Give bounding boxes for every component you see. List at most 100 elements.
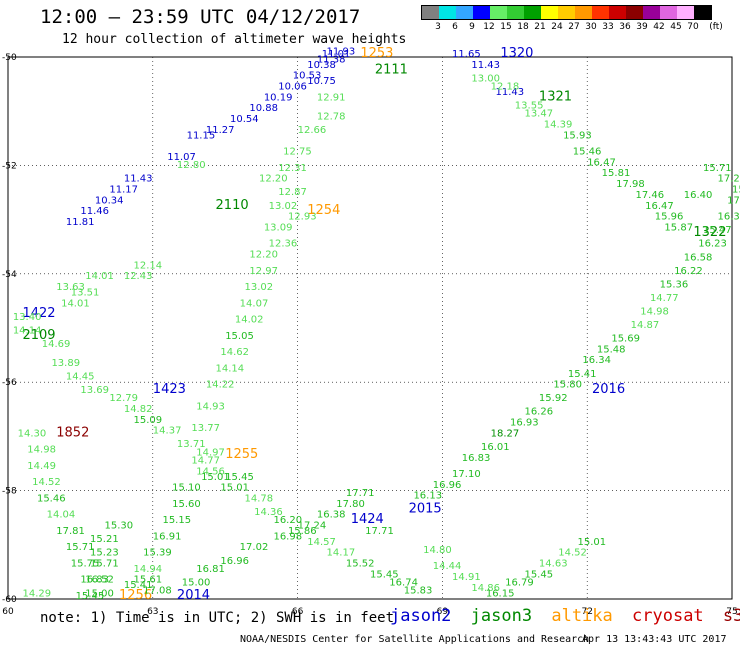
swh-value-label: 16.91 xyxy=(153,531,182,542)
swh-value-label: 14.77 xyxy=(650,293,679,304)
swh-value-label: 15.71 xyxy=(90,558,119,569)
swh-value-label: 12.93 xyxy=(288,212,317,223)
swh-value-label: 13.63 xyxy=(56,282,85,293)
swh-value-label: 10.75 xyxy=(307,76,336,87)
color-scale-label: 70 xyxy=(687,22,699,32)
swh-value-label: 16.34 xyxy=(582,355,611,366)
swh-value-label: 10.34 xyxy=(95,195,124,206)
swh-value-label: 15.71 xyxy=(66,542,95,553)
swh-value-label: 15.41 xyxy=(568,369,597,380)
swh-value-label: 15.41 xyxy=(124,580,153,591)
swh-value-label: 15.45 xyxy=(524,569,553,580)
swh-value-label: 12.87 xyxy=(278,187,307,198)
swh-value-label: 11.65 xyxy=(452,49,481,60)
swh-value-label: 15.36 xyxy=(660,279,689,290)
swh-value-label: 16.58 xyxy=(684,252,713,263)
swh-value-label: 11.93 xyxy=(327,46,356,57)
color-scale-label: 24 xyxy=(551,22,563,32)
pass-time-label: 1320 xyxy=(500,46,533,61)
swh-value-label: 14.45 xyxy=(66,371,95,382)
pass-time-label: 1253 xyxy=(360,46,393,61)
swh-value-label: 15.61 xyxy=(133,575,162,586)
swh-value-label: 15.01 xyxy=(578,537,607,548)
pass-time-label: 1255 xyxy=(225,447,258,462)
swh-value-label: 15.45 xyxy=(76,591,105,602)
color-swatch xyxy=(473,6,490,19)
swh-value-label: 17.98 xyxy=(616,179,645,190)
swh-value-label: 15.46 xyxy=(37,493,66,504)
swh-value-label: 15.15 xyxy=(162,515,191,526)
swh-value-label: 17.08 xyxy=(143,586,172,597)
sat-altika-label: altika xyxy=(551,606,613,626)
swh-value-label: 12.78 xyxy=(317,111,346,122)
swh-value-label: 13.55 xyxy=(515,100,544,111)
swh-value-label: 15.81 xyxy=(602,168,631,179)
color-scale-label: 36 xyxy=(619,22,631,32)
color-scale-label: 6 xyxy=(452,22,458,32)
swh-value-label: 18.27 xyxy=(491,428,520,439)
pass-time-label: 1423 xyxy=(153,382,186,397)
swh-value-label: 14.77 xyxy=(191,456,220,467)
color-scale-label: 21 xyxy=(534,22,546,32)
swh-value-label: 10.38 xyxy=(307,60,336,71)
swh-value-label: 16.38 xyxy=(317,510,346,521)
swh-value-label: 12.66 xyxy=(298,125,327,136)
swh-value-label: 12.80 xyxy=(177,160,206,171)
credit-timestamp: Apr 13 13:43:43 UTC 2017 xyxy=(582,634,727,645)
color-swatch xyxy=(660,6,677,19)
sat-jason3-label: jason3 xyxy=(470,606,533,626)
swh-value-label: 16.26 xyxy=(524,407,553,418)
y-tick-label: -54 xyxy=(2,270,17,280)
swh-value-label: 15.00 xyxy=(85,588,114,599)
swh-value-label: 11.46 xyxy=(80,206,109,217)
swh-value-label: 15.46 xyxy=(573,147,602,158)
swh-value-label: 14.14 xyxy=(13,325,42,336)
swh-value-label: 13.09 xyxy=(264,222,293,233)
y-tick-label: -58 xyxy=(2,487,17,497)
swh-value-label: 17.25 xyxy=(718,174,740,185)
pass-time-label: 1322 xyxy=(693,225,726,240)
x-tick-label: 66 xyxy=(292,607,304,617)
color-swatch xyxy=(558,6,575,19)
swh-value-label: 14.01 xyxy=(61,298,90,309)
footer-note: note: 1) Time is in UTC; 2) SWH is in fe… xyxy=(40,610,395,626)
color-swatch xyxy=(592,6,609,19)
swh-value-label: 11.38 xyxy=(317,54,346,65)
swh-value-label: 12.36 xyxy=(269,239,298,250)
color-scale-label: 12 xyxy=(483,22,495,32)
color-swatch xyxy=(626,6,643,19)
swh-value-label: 14.97 xyxy=(196,447,225,458)
swh-value-label: 13.00 xyxy=(471,73,500,84)
swh-value-label: 14.93 xyxy=(196,401,225,412)
swh-value-label: 14.39 xyxy=(544,119,573,130)
color-scale-label: 42 xyxy=(653,22,665,32)
swh-value-label: 12.31 xyxy=(278,163,307,174)
swh-value-label: 13.47 xyxy=(524,109,553,120)
plot-frame xyxy=(7,56,733,600)
swh-value-label: 14.22 xyxy=(206,380,235,391)
color-scale-label: 27 xyxy=(568,22,580,32)
swh-value-label: 13.51 xyxy=(71,287,100,298)
swh-value-label: 15.83 xyxy=(404,586,433,597)
satellite-legend: jason2 jason3 altika cryosat s3a xyxy=(390,606,740,626)
y-tick-label: -52 xyxy=(2,161,17,171)
color-scale-label: 9 xyxy=(469,22,475,32)
x-tick-label: 75 xyxy=(726,607,737,617)
y-tick-label: -50 xyxy=(2,53,17,63)
swh-value-label: 15.45 xyxy=(225,472,254,483)
swh-value-label: 16.93 xyxy=(510,418,539,429)
swh-value-label: 15.01 xyxy=(201,472,230,483)
swh-value-label: 14.17 xyxy=(327,548,356,559)
swh-value-label: 14.52 xyxy=(558,548,587,559)
swh-value-label: 17.10 xyxy=(452,469,481,480)
swh-value-label: 13.69 xyxy=(80,385,109,396)
color-swatch xyxy=(575,6,592,19)
swh-value-label: 12.14 xyxy=(133,260,162,271)
swh-value-label: 12.20 xyxy=(259,174,288,185)
swh-value-label: 11.27 xyxy=(206,125,235,136)
color-scale-label: 3 xyxy=(435,22,441,32)
swh-value-label: 12.20 xyxy=(249,250,278,261)
swh-value-label: 16.74 xyxy=(389,577,418,588)
swh-value-label: 16.52 xyxy=(85,575,114,586)
